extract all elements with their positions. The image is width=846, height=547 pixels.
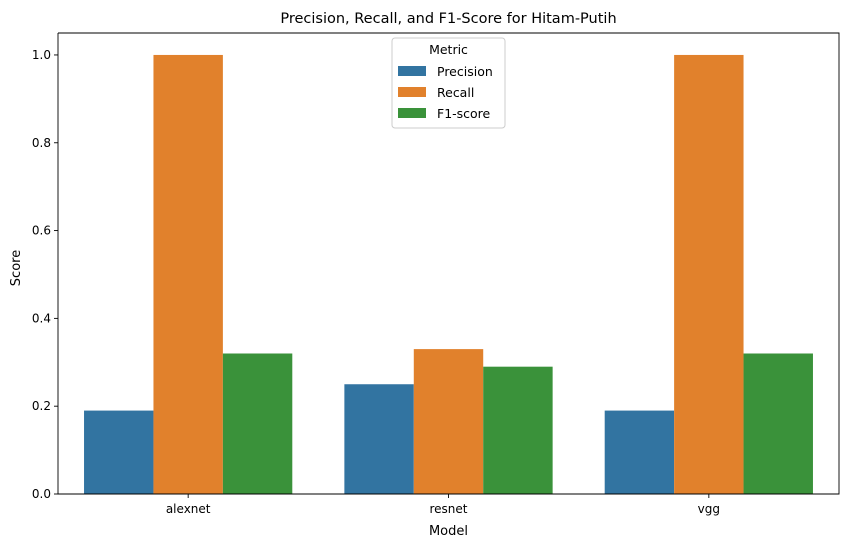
bar-vgg-recall: [674, 54, 744, 494]
bar-resnet-recall: [413, 349, 484, 494]
x-tick-label: vgg: [698, 502, 720, 516]
plot-frame: [57, 32, 840, 495]
bar-alexnet-f1-score: [222, 353, 293, 494]
bar-alexnet-recall: [153, 54, 223, 494]
legend-swatch: [398, 87, 426, 97]
legend-title: Metric: [429, 42, 468, 57]
legend-swatch: [398, 108, 426, 118]
x-axis-label: Model: [429, 524, 468, 539]
x-tick-label: alexnet: [166, 502, 211, 516]
y-axis-label: Score: [9, 250, 24, 286]
bar-vgg-precision: [604, 410, 675, 494]
legend-frame: [391, 37, 506, 129]
y-tick-label: 0.2: [32, 399, 51, 413]
legend: Metric Precision Recall F1-score: [391, 37, 506, 129]
bar-alexnet-precision: [84, 410, 154, 494]
y-tick-label: 0.8: [32, 136, 51, 150]
bar-resnet-f1-score: [483, 366, 553, 494]
y-tick-label: 1.0: [32, 48, 51, 62]
y-tick-label: 0.4: [32, 311, 51, 325]
y-tick-label: 0.0: [32, 487, 51, 501]
legend-entry-label: Precision: [437, 64, 493, 79]
bars-group: [84, 54, 813, 494]
chart-title: Precision, Recall, and F1-Score for Hita…: [280, 11, 616, 27]
legend-entry-label: Recall: [437, 85, 474, 100]
axes-group: 0.0 0.2 0.4 0.6 0.8 1.0 alexnet resnet vgg: [32, 32, 840, 516]
legend-swatch: [398, 66, 426, 76]
legend-entry-label: F1-score: [437, 106, 491, 121]
x-tick-label: resnet: [430, 502, 468, 516]
y-tick-label: 0.6: [32, 224, 51, 238]
bar-vgg-f1-score: [743, 353, 813, 494]
bar-resnet-precision: [344, 384, 414, 494]
